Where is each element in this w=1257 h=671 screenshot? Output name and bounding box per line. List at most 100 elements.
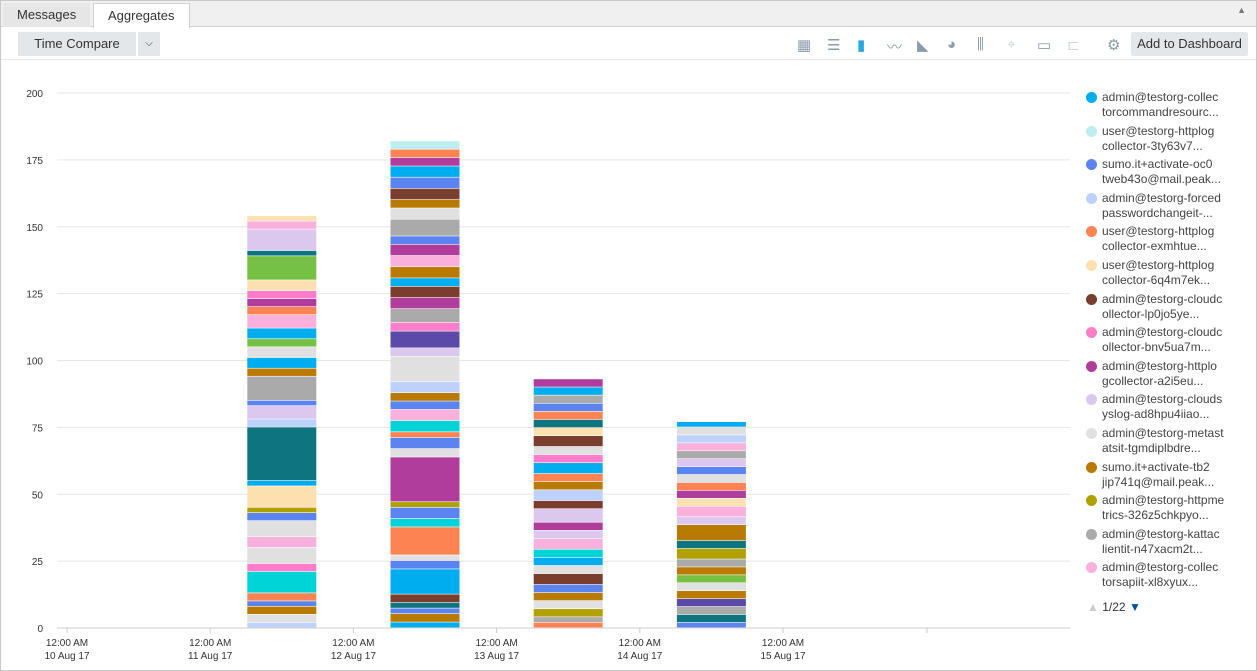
table-icon[interactable]: ▦ — [797, 37, 812, 54]
bar-segment — [390, 401, 460, 410]
bar-segment — [533, 387, 603, 395]
transpose-icon[interactable]: ⊏ — [1067, 37, 1080, 54]
bar-segment — [676, 548, 746, 559]
bar-segment — [676, 422, 746, 427]
bar-segment — [247, 571, 317, 593]
bar-segment — [390, 392, 460, 401]
bar-segment — [390, 323, 460, 331]
x-tick-label: 12 Aug 17 — [331, 651, 376, 662]
bar-segment — [676, 583, 746, 591]
legend-label: sumo.it+activate-tb2 jip741q@mail.peak... — [1102, 459, 1215, 489]
settings-sliders-icon[interactable]: ⫼ — [977, 36, 984, 53]
bar-segment — [390, 502, 460, 508]
bar-segment — [390, 381, 460, 393]
page-down-icon[interactable]: ▼ — [1128, 600, 1141, 614]
legend-item[interactable]: admin@testorg-kattac lientit-n47xacm2t... — [1086, 527, 1251, 561]
legend-swatch — [1086, 92, 1097, 103]
bar-segment — [247, 256, 317, 280]
legend-label: admin@testorg-forced passwordchangeit-... — [1102, 190, 1221, 220]
bar-segment — [247, 537, 317, 548]
time-compare-button[interactable]: Time Compare — [18, 32, 136, 56]
legend-item[interactable]: admin@testorg-cloudc ollector-bnv5ua7m... — [1086, 325, 1251, 359]
page-up-icon[interactable]: ▲ — [1087, 600, 1099, 614]
bar-segment — [390, 149, 460, 158]
bar-segment — [247, 339, 317, 347]
bar-segment — [247, 400, 317, 406]
bar-segment — [533, 436, 603, 447]
bar-segment — [247, 221, 317, 229]
legend-item[interactable]: admin@testorg-collec torsapiit-xl8xyux... — [1086, 560, 1251, 594]
add-to-dashboard-button[interactable]: Add to Dashboard — [1131, 32, 1248, 56]
bar-segment — [247, 216, 317, 221]
bar-segment — [247, 357, 317, 368]
bar-segment — [390, 177, 460, 189]
bar-segment — [247, 376, 317, 401]
bar-segment — [390, 286, 460, 298]
chart: 0 25 50 75 100 125 150 175 200 12:00 AM 10 Aug 17 1… — [26, 89, 1070, 662]
bar-segment — [247, 298, 317, 307]
bar-segment — [533, 592, 603, 601]
legend-item[interactable]: admin@testorg-collec torcommandresourc... — [1086, 90, 1251, 124]
bar-segment — [676, 474, 746, 483]
column-chart-icon[interactable]: ▮ — [857, 37, 866, 54]
bar-segment — [390, 348, 460, 356]
bar-segment — [533, 565, 603, 574]
single-value-icon[interactable]: ▭ — [1037, 37, 1052, 54]
legend-item[interactable]: sumo.it+activate-oc0 tweb43o@mail.peak... — [1086, 157, 1251, 191]
bar-segment — [247, 563, 317, 572]
bar-segment — [390, 331, 460, 348]
tab-messages[interactable]: Messages — [3, 3, 91, 27]
legend-swatch — [1086, 528, 1097, 540]
bar-segment — [390, 432, 460, 438]
pie-chart-icon[interactable]: ◕ — [947, 36, 957, 53]
legend-item[interactable]: admin@testorg-metast atsit-tgmdiplbdre... — [1086, 426, 1251, 460]
legend-label: sumo.it+activate-oc0 tweb43o@mail.peak... — [1102, 157, 1221, 187]
legend-item[interactable]: user@testorg-httplog collector-3ty63v7... — [1086, 124, 1251, 158]
legend: admin@testorg-collec torcommandresourc...… — [1086, 90, 1251, 594]
bar-segment — [390, 594, 460, 603]
legend-item[interactable]: sumo.it+activate-tb2 jip741q@mail.peak... — [1086, 460, 1251, 494]
line-chart-icon[interactable]: 〰 — [887, 39, 903, 56]
time-compare-dropdown[interactable]: ⌵ — [138, 32, 160, 56]
bar-segment — [676, 466, 746, 475]
map-pin-icon[interactable]: ⌖ — [1007, 36, 1016, 53]
legend-item[interactable]: admin@testorg-httplo gcollector-a2i5eu... — [1086, 359, 1251, 393]
legend-item[interactable]: user@testorg-httplog collector-6q4m7ek... — [1086, 258, 1251, 292]
gear-icon[interactable]: ⚙ — [1107, 37, 1121, 54]
bar-segment — [390, 569, 460, 594]
collapse-icon[interactable]: ▲ — [1237, 5, 1246, 15]
bar-segment — [247, 507, 317, 513]
bar-segment — [533, 419, 603, 428]
legend-label: admin@testorg-collec torsapiit-xl8xyux... — [1102, 560, 1219, 590]
legend-item[interactable]: admin@testorg-forced passwordchangeit-... — [1086, 191, 1251, 225]
y-tick-label: 175 — [26, 156, 43, 167]
legend-swatch — [1086, 562, 1097, 574]
legend-item[interactable]: admin@testorg-clouds yslog-ad8hpu4iiao... — [1086, 392, 1251, 426]
bar-segment — [676, 443, 746, 451]
area-chart-icon[interactable]: ◣ — [917, 37, 929, 54]
legend-label: admin@testorg-cloudc ollector-bnv5ua7m... — [1102, 325, 1223, 355]
legend-item[interactable]: user@testorg-httplog collector-exmhtue... — [1086, 224, 1251, 258]
bar-segment — [676, 606, 746, 615]
bar-segment — [533, 530, 603, 539]
legend-item[interactable]: admin@testorg-cloudc ollector-lp0jo5ye... — [1086, 292, 1251, 326]
x-tick-label: 12:00 AM — [619, 638, 661, 649]
legend-item[interactable]: admin@testorg-httpme trics-326z5chkpyo... — [1086, 493, 1251, 527]
bar-segment — [390, 518, 460, 527]
bar-segment — [390, 278, 460, 287]
bar-segment — [676, 458, 746, 467]
bar-segment — [390, 420, 460, 432]
tab-aggregates[interactable]: Aggregates — [93, 3, 190, 28]
bar-segment — [390, 199, 460, 208]
bar-segment — [390, 614, 460, 622]
legend-swatch — [1086, 159, 1097, 171]
bar-segment — [390, 507, 460, 519]
bar-segment — [533, 609, 603, 617]
bar-horizontal-icon[interactable]: ☰ — [827, 37, 841, 54]
bar-segment — [390, 457, 460, 502]
bar-segment — [533, 379, 603, 387]
bar-segment — [533, 622, 603, 628]
x-tick-label: 10 Aug 17 — [44, 651, 89, 662]
bar-segment — [533, 600, 603, 609]
legend-swatch — [1086, 360, 1097, 372]
